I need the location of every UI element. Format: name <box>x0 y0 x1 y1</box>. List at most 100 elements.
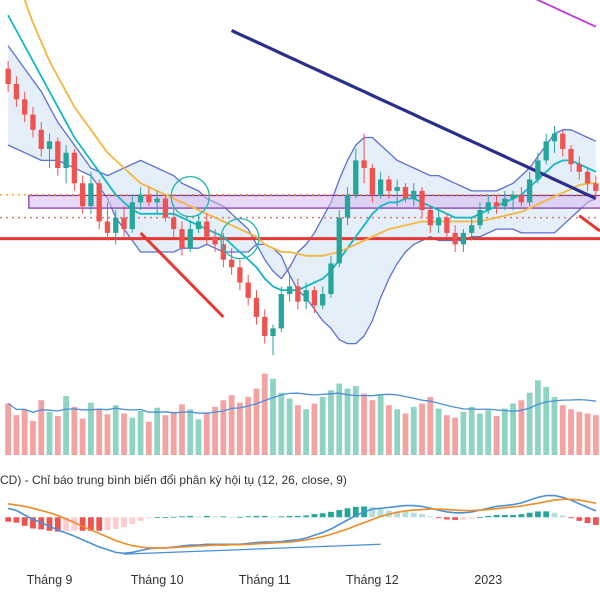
volume-bar <box>311 403 318 455</box>
macd-histogram-bar <box>394 511 401 518</box>
macd-histogram-bar <box>303 515 310 518</box>
candle <box>286 274 293 302</box>
volume-bar <box>63 396 69 455</box>
candle <box>245 274 251 306</box>
volume-bar <box>79 418 86 455</box>
candle-body <box>5 68 11 84</box>
macd-histogram-bar <box>88 517 94 531</box>
candle <box>386 175 392 199</box>
volume-bar <box>228 395 235 455</box>
candle-body <box>171 217 177 230</box>
macd-histogram-bar <box>54 517 61 532</box>
candle-body <box>584 171 591 184</box>
candle <box>593 175 599 199</box>
candle <box>262 309 268 344</box>
candle-body <box>220 244 227 260</box>
volume-bar <box>179 404 185 455</box>
macd-histogram-bar <box>261 515 268 518</box>
macd-histogram-bar <box>162 517 169 519</box>
macd-histogram-bar <box>501 515 508 518</box>
macd-histogram-bar <box>592 517 599 525</box>
volume-bar <box>419 403 425 455</box>
candle-body <box>30 114 36 130</box>
candle <box>411 183 417 207</box>
candle <box>460 229 467 252</box>
candle <box>113 210 119 245</box>
candle <box>402 183 409 203</box>
volume-bar <box>170 411 177 455</box>
candle <box>96 179 102 230</box>
volume-average-line <box>7 392 596 414</box>
volume-bar <box>501 408 508 455</box>
candle <box>452 225 458 252</box>
candle-body <box>485 202 491 210</box>
macd-title: CD) - Chỉ báo trung bình biến đổi phân k… <box>0 473 347 487</box>
macd-histogram-bar <box>443 517 450 520</box>
macd-histogram-bar <box>187 515 194 518</box>
candle-body <box>593 183 599 191</box>
macd-histogram-bar <box>179 516 185 518</box>
macd-histogram-bar <box>336 510 343 518</box>
x-axis-tick-label: 2023 <box>474 573 502 587</box>
candle-body <box>452 232 458 245</box>
candle <box>469 217 475 241</box>
macd-histogram-bar <box>71 517 78 531</box>
volume-bar <box>576 411 583 455</box>
volume-bar <box>5 403 12 455</box>
x-axis: Tháng 9 Tháng 10 Tháng 11 Tháng 12 2023 <box>0 566 600 600</box>
macd-histogram-bar <box>328 511 334 518</box>
volume-bar <box>112 405 119 455</box>
candle-body <box>477 210 483 226</box>
candle <box>104 202 111 241</box>
candle <box>419 187 425 218</box>
candle-body <box>386 179 392 191</box>
macd-histogram-bar <box>278 516 285 518</box>
volume-bar <box>21 409 28 455</box>
macd-histogram-bar <box>63 517 69 532</box>
candle <box>303 282 309 310</box>
candle-body <box>187 229 193 249</box>
candle <box>427 206 433 233</box>
candle <box>270 324 276 356</box>
macd-histogram-bar <box>137 517 144 521</box>
candle <box>22 91 28 123</box>
macd-histogram-bar <box>270 516 276 518</box>
candle <box>353 148 359 199</box>
volume-bar <box>237 402 243 455</box>
candle-body <box>13 84 20 100</box>
candle-body <box>212 236 218 245</box>
volume-bar <box>352 386 359 455</box>
candle <box>518 187 525 207</box>
x-axis-background <box>0 566 600 600</box>
candle-body <box>369 168 376 195</box>
moving-average-line-2 <box>230 29 597 200</box>
candle-body <box>311 290 318 306</box>
volume-bar <box>286 398 293 455</box>
volume-bar <box>104 414 111 455</box>
candle-body <box>394 187 400 191</box>
candle <box>204 213 210 245</box>
candle <box>79 175 86 214</box>
volume-bar <box>551 396 558 455</box>
candle-body <box>270 328 276 336</box>
macd-panel: CD) - Chỉ báo trung bình biến đổi phân k… <box>0 473 599 555</box>
candle-body <box>460 232 467 245</box>
moving-average-line-1 <box>23 0 596 257</box>
candle <box>510 190 516 210</box>
volume-bar <box>543 386 550 455</box>
bollinger-upper-line <box>7 45 597 280</box>
volume-bar <box>377 395 384 455</box>
candle-body <box>502 198 508 207</box>
candle <box>568 145 574 172</box>
macd-histogram-bar <box>410 512 417 518</box>
candle <box>435 210 442 233</box>
candle-body <box>104 221 111 233</box>
volume-bar <box>443 415 450 455</box>
macd-histogram-bar <box>286 515 293 518</box>
macd-histogram-bar <box>170 516 177 518</box>
volume-bar <box>435 408 442 455</box>
volume-bar <box>145 421 152 455</box>
volume-bar <box>294 405 301 455</box>
